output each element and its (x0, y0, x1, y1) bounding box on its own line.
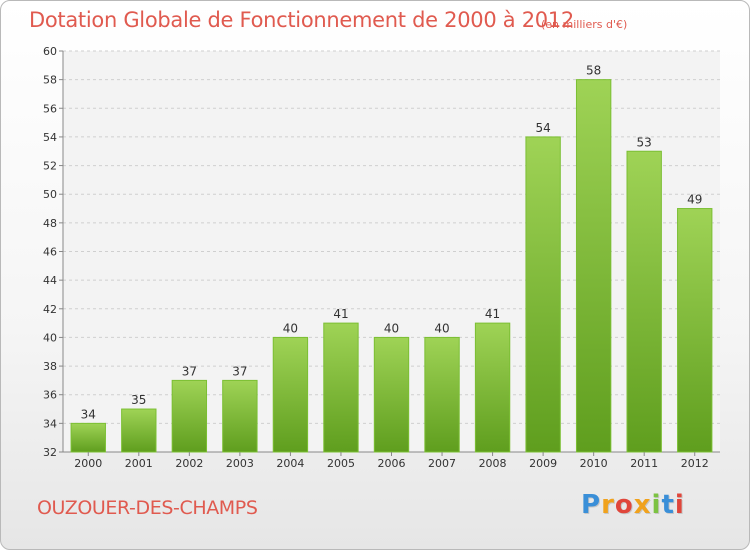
chart-title: Dotation Globale de Fonctionnement de 20… (29, 8, 574, 32)
bar-value-label: 37 (232, 364, 247, 378)
logo-letter: P (581, 490, 602, 520)
bar-value-label: 41 (333, 307, 348, 321)
bar-value-label: 53 (637, 135, 652, 149)
y-tick-label: 46 (43, 246, 57, 259)
bar (677, 208, 713, 453)
x-tick-label: 2002 (175, 457, 203, 470)
y-tick-label: 60 (43, 45, 57, 58)
bar-value-label: 40 (434, 321, 449, 335)
logo-letter: t (661, 490, 675, 520)
y-tick-label: 56 (43, 102, 57, 115)
x-tick-label: 2009 (529, 457, 557, 470)
x-tick-label: 2007 (428, 457, 456, 470)
bar (323, 322, 359, 453)
y-tick-label: 58 (43, 74, 57, 87)
bar (474, 322, 511, 453)
bar (272, 336, 309, 453)
bar-value-label: 58 (586, 64, 601, 78)
proxiti-logo: Proxiti (581, 490, 685, 520)
bar (222, 379, 258, 453)
bar-value-label: 34 (81, 407, 96, 421)
chart-unit: (en milliers d'€) (541, 18, 628, 31)
bar-value-label: 35 (131, 393, 146, 407)
logo-letter: r (601, 490, 615, 520)
bar (171, 379, 208, 453)
y-tick-label: 48 (43, 217, 57, 230)
bar (626, 150, 662, 453)
logo-letter: i (674, 490, 685, 520)
bar-value-label: 41 (485, 307, 500, 321)
y-tick-label: 44 (43, 274, 57, 287)
x-tick-label: 2008 (479, 457, 507, 470)
y-tick-label: 38 (43, 360, 57, 373)
y-tick-label: 32 (43, 446, 57, 459)
y-tick-label: 54 (43, 131, 57, 144)
bar (373, 336, 410, 453)
x-tick-label: 2001 (125, 457, 153, 470)
x-tick-label: 2004 (276, 457, 304, 470)
x-tick-label: 2000 (74, 457, 102, 470)
bar-value-label: 40 (283, 321, 298, 335)
y-tick-label: 42 (43, 303, 57, 316)
bar-value-label: 49 (687, 193, 702, 207)
bar-value-label: 54 (535, 121, 550, 135)
logo-letter: i (651, 490, 662, 520)
y-tick-label: 36 (43, 389, 57, 402)
bar (575, 79, 612, 453)
bar (525, 136, 561, 453)
location-name: OUZOUER-DES-CHAMPS (37, 497, 258, 519)
y-tick-label: 52 (43, 160, 57, 173)
y-tick-label: 40 (43, 331, 57, 344)
x-tick-label: 2011 (630, 457, 658, 470)
y-tick-label: 34 (43, 417, 57, 430)
logo-letter: x (633, 490, 652, 520)
bar (121, 408, 157, 453)
x-tick-label: 2003 (226, 457, 254, 470)
x-tick-label: 2006 (378, 457, 406, 470)
bar (424, 336, 460, 453)
bar-value-label: 37 (182, 364, 197, 378)
y-tick-label: 50 (43, 188, 57, 201)
bar-value-label: 40 (384, 321, 399, 335)
logo-letter: o (614, 490, 634, 520)
bar (70, 422, 106, 453)
x-tick-label: 2012 (681, 457, 709, 470)
x-tick-label: 2005 (327, 457, 355, 470)
x-tick-label: 2010 (580, 457, 608, 470)
